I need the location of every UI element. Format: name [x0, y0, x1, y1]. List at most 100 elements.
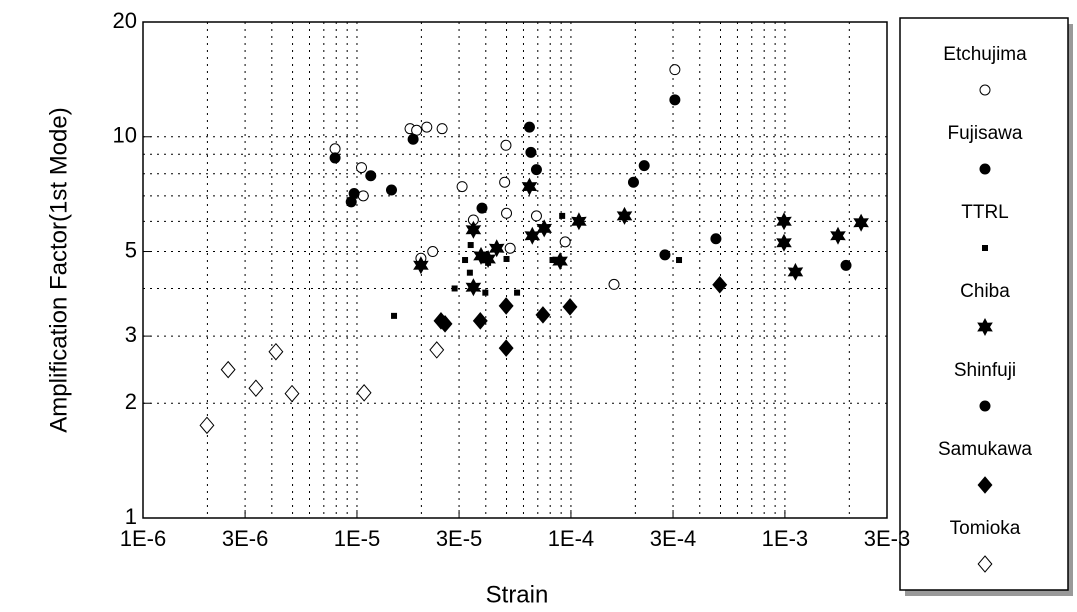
point	[385, 184, 397, 196]
y-tick-label: 10	[113, 123, 137, 148]
legend-marker	[979, 163, 991, 175]
point	[710, 233, 722, 245]
y-tick-label: 20	[113, 8, 137, 33]
point	[776, 233, 792, 252]
point	[329, 143, 341, 155]
point	[571, 212, 587, 231]
point	[467, 242, 474, 249]
point	[407, 133, 419, 145]
point	[559, 212, 566, 219]
point	[465, 278, 482, 297]
y-tick-label: 1	[125, 504, 137, 529]
point	[500, 139, 512, 151]
point	[669, 94, 681, 106]
point	[524, 226, 541, 245]
x-tick-label: 1E-4	[548, 526, 594, 551]
legend-label: Tomioka	[950, 518, 1021, 539]
point	[840, 259, 852, 271]
point	[482, 289, 489, 296]
point	[356, 384, 372, 402]
y-tick-label: 5	[125, 237, 137, 262]
point	[638, 160, 650, 172]
point	[472, 312, 488, 330]
y-axis-title: Amplification Factor(1st Mode)	[45, 107, 72, 432]
x-tick-label: 1E-6	[120, 526, 166, 551]
point	[521, 177, 538, 196]
point	[525, 146, 537, 158]
point	[830, 226, 846, 245]
point	[562, 298, 578, 316]
point	[669, 64, 681, 76]
legend-marker	[977, 318, 993, 336]
point	[413, 256, 429, 275]
point	[776, 212, 792, 231]
y-tick-label: 3	[125, 322, 137, 347]
point	[499, 176, 511, 188]
point	[199, 416, 215, 435]
point	[659, 249, 671, 261]
point	[356, 162, 368, 174]
point	[552, 252, 568, 271]
point	[473, 246, 489, 265]
point	[248, 379, 264, 397]
point	[456, 181, 468, 193]
point	[514, 289, 521, 296]
point	[348, 187, 360, 199]
point	[268, 342, 284, 361]
point	[429, 341, 445, 359]
legend-label: TTRL	[961, 202, 1009, 223]
x-tick-label: 3E-5	[436, 526, 482, 551]
point	[627, 176, 639, 188]
point	[480, 250, 496, 268]
point	[436, 123, 448, 135]
point	[853, 213, 869, 232]
point	[465, 220, 482, 239]
legend-marker	[979, 84, 991, 96]
point	[535, 306, 551, 324]
x-tick-label: 3E-3	[864, 526, 910, 551]
point	[421, 121, 433, 133]
point	[536, 219, 552, 238]
point	[498, 297, 514, 315]
point	[616, 206, 633, 225]
legend-box	[899, 17, 1069, 591]
point	[488, 239, 505, 258]
point	[712, 276, 728, 294]
point	[462, 257, 469, 264]
legend-marker	[982, 245, 988, 251]
legend-marker	[977, 555, 993, 573]
point	[787, 262, 804, 281]
point	[608, 278, 620, 290]
legend-marker	[977, 476, 993, 494]
point	[501, 207, 513, 219]
point	[357, 190, 369, 202]
point	[523, 121, 535, 133]
legend-marker	[979, 400, 991, 412]
point	[476, 202, 488, 214]
y-tick-label: 2	[125, 389, 137, 414]
legend-label: Chiba	[960, 281, 1010, 302]
legend-label: Etchujima	[943, 44, 1027, 65]
point	[498, 339, 514, 357]
point	[559, 236, 571, 248]
point	[504, 242, 516, 254]
point	[503, 255, 510, 262]
point	[530, 210, 542, 222]
point	[451, 285, 458, 292]
point	[220, 360, 236, 379]
x-tick-label: 3E-6	[222, 526, 268, 551]
point	[329, 152, 341, 164]
point	[466, 269, 473, 276]
point	[676, 257, 683, 264]
point	[391, 312, 398, 319]
point	[365, 170, 377, 182]
point	[549, 257, 556, 264]
legend-label: Samukawa	[938, 439, 1032, 460]
plot-frame	[142, 21, 888, 519]
x-tick-label: 1E-5	[334, 526, 380, 551]
x-axis-title: Strain	[486, 581, 549, 608]
x-tick-label: 3E-4	[650, 526, 696, 551]
point	[530, 164, 542, 176]
point	[284, 384, 300, 403]
